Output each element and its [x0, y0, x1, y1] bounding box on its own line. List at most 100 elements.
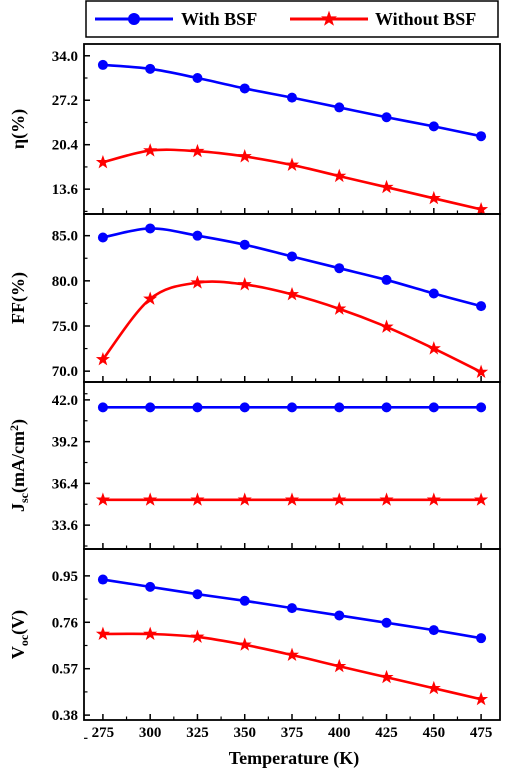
data-point — [190, 492, 205, 506]
y-tick-label: 75.0 — [52, 319, 78, 335]
y-axis-label: FF(%) — [8, 272, 29, 324]
data-point — [426, 190, 441, 205]
data-point — [192, 402, 203, 413]
data-point — [426, 680, 441, 695]
series-line — [102, 632, 482, 701]
data-point — [428, 121, 439, 132]
data-point — [284, 157, 300, 171]
x-tick-label: 475 — [470, 725, 493, 741]
y-axis-label: η(%) — [8, 109, 29, 149]
data-point — [284, 492, 300, 506]
data-point — [237, 492, 252, 506]
data-point — [379, 492, 394, 506]
data-point — [381, 617, 392, 628]
data-point — [474, 492, 489, 506]
panels: 13.6 20.4 27.2 34.0 η(%) 70.0 75.0 80.0 85.0 FF(%… — [7, 43, 501, 739]
y-tick-label: 70.0 — [52, 364, 78, 380]
series-with-bsf — [97, 402, 487, 413]
data-point — [381, 274, 392, 285]
data-point — [97, 574, 108, 585]
x-tick-label: 350 — [233, 725, 256, 741]
legend-label-without-bsf: Without BSF — [375, 9, 476, 29]
series-with-bsf — [97, 223, 487, 312]
x-tick-label: 325 — [186, 725, 209, 741]
data-point — [474, 364, 489, 379]
data-point — [379, 179, 394, 194]
series-without-bsf — [95, 143, 489, 216]
data-point — [334, 102, 345, 113]
x-tick-label: 425 — [375, 725, 398, 741]
data-point — [428, 288, 439, 299]
data-point — [334, 263, 345, 274]
y-tick-label: 42.0 — [52, 393, 78, 409]
series-without-bsf — [95, 275, 489, 379]
data-point — [476, 301, 487, 312]
y-tick-label: 85.0 — [52, 229, 78, 245]
data-point — [143, 626, 158, 641]
data-point — [97, 402, 108, 413]
panel-2: 70.0 75.0 80.0 85.0 FF(%) — [8, 213, 501, 395]
data-point — [145, 402, 156, 413]
data-point — [287, 402, 297, 413]
y-tick-label: 34.0 — [52, 49, 78, 65]
y-tick-label: 0.38 — [52, 708, 78, 724]
data-point — [95, 492, 110, 506]
x-tick-label: 275 — [92, 725, 115, 741]
series-without-bsf — [95, 492, 489, 506]
data-point — [145, 223, 156, 234]
data-point — [476, 131, 487, 142]
series-without-bsf — [95, 626, 489, 706]
data-point — [239, 402, 250, 413]
data-point — [332, 301, 347, 315]
data-point — [239, 83, 250, 94]
y-tick-label: 0.76 — [52, 615, 79, 631]
data-point — [239, 595, 250, 606]
y-tick-label: 80.0 — [52, 274, 78, 290]
data-point — [95, 352, 110, 366]
series-with-bsf — [97, 574, 487, 644]
data-point — [284, 286, 300, 301]
data-point — [332, 168, 347, 183]
data-point — [287, 251, 297, 262]
x-axis: 275 300 325 350 375 400 425 450 475 — [92, 725, 493, 741]
data-point — [190, 143, 205, 158]
x-tick-label: 375 — [281, 725, 304, 741]
x-tick-label: 400 — [328, 725, 351, 741]
data-point — [426, 341, 441, 355]
data-point — [192, 73, 203, 83]
x-tick-label: 300 — [139, 725, 162, 741]
data-point — [287, 92, 297, 103]
data-point — [143, 492, 158, 506]
y-axis-label: Voc(V) — [8, 610, 31, 659]
data-point — [476, 402, 487, 413]
data-point — [237, 637, 252, 651]
y-tick-label: 0.57 — [52, 662, 79, 678]
data-point — [379, 319, 394, 333]
data-point — [95, 626, 110, 641]
data-point — [145, 63, 156, 74]
y-tick-label: 36.4 — [52, 476, 79, 492]
data-point — [334, 402, 345, 413]
data-point — [474, 202, 489, 216]
data-point — [145, 581, 156, 592]
data-point — [192, 589, 203, 600]
legend-marker-without-bsf — [321, 10, 337, 26]
data-point — [287, 603, 297, 614]
legend: With BSF Without BSF — [85, 0, 499, 38]
data-point — [379, 669, 394, 684]
data-point — [237, 277, 252, 291]
data-point — [190, 275, 205, 289]
data-point — [95, 154, 110, 169]
data-point — [381, 112, 392, 123]
data-point — [237, 149, 252, 163]
data-point — [284, 647, 300, 662]
data-point — [476, 633, 487, 644]
data-point — [426, 492, 441, 506]
panel-1: 13.6 20.4 27.2 34.0 η(%) — [8, 43, 501, 216]
data-point — [97, 232, 108, 243]
data-point — [332, 658, 347, 673]
y-tick-label: 33.6 — [52, 518, 79, 534]
y-tick-label: 20.4 — [52, 138, 79, 154]
panel-4: 0.38 0.57 0.76 0.95 Voc(V) — [8, 548, 501, 739]
data-point — [190, 629, 205, 643]
